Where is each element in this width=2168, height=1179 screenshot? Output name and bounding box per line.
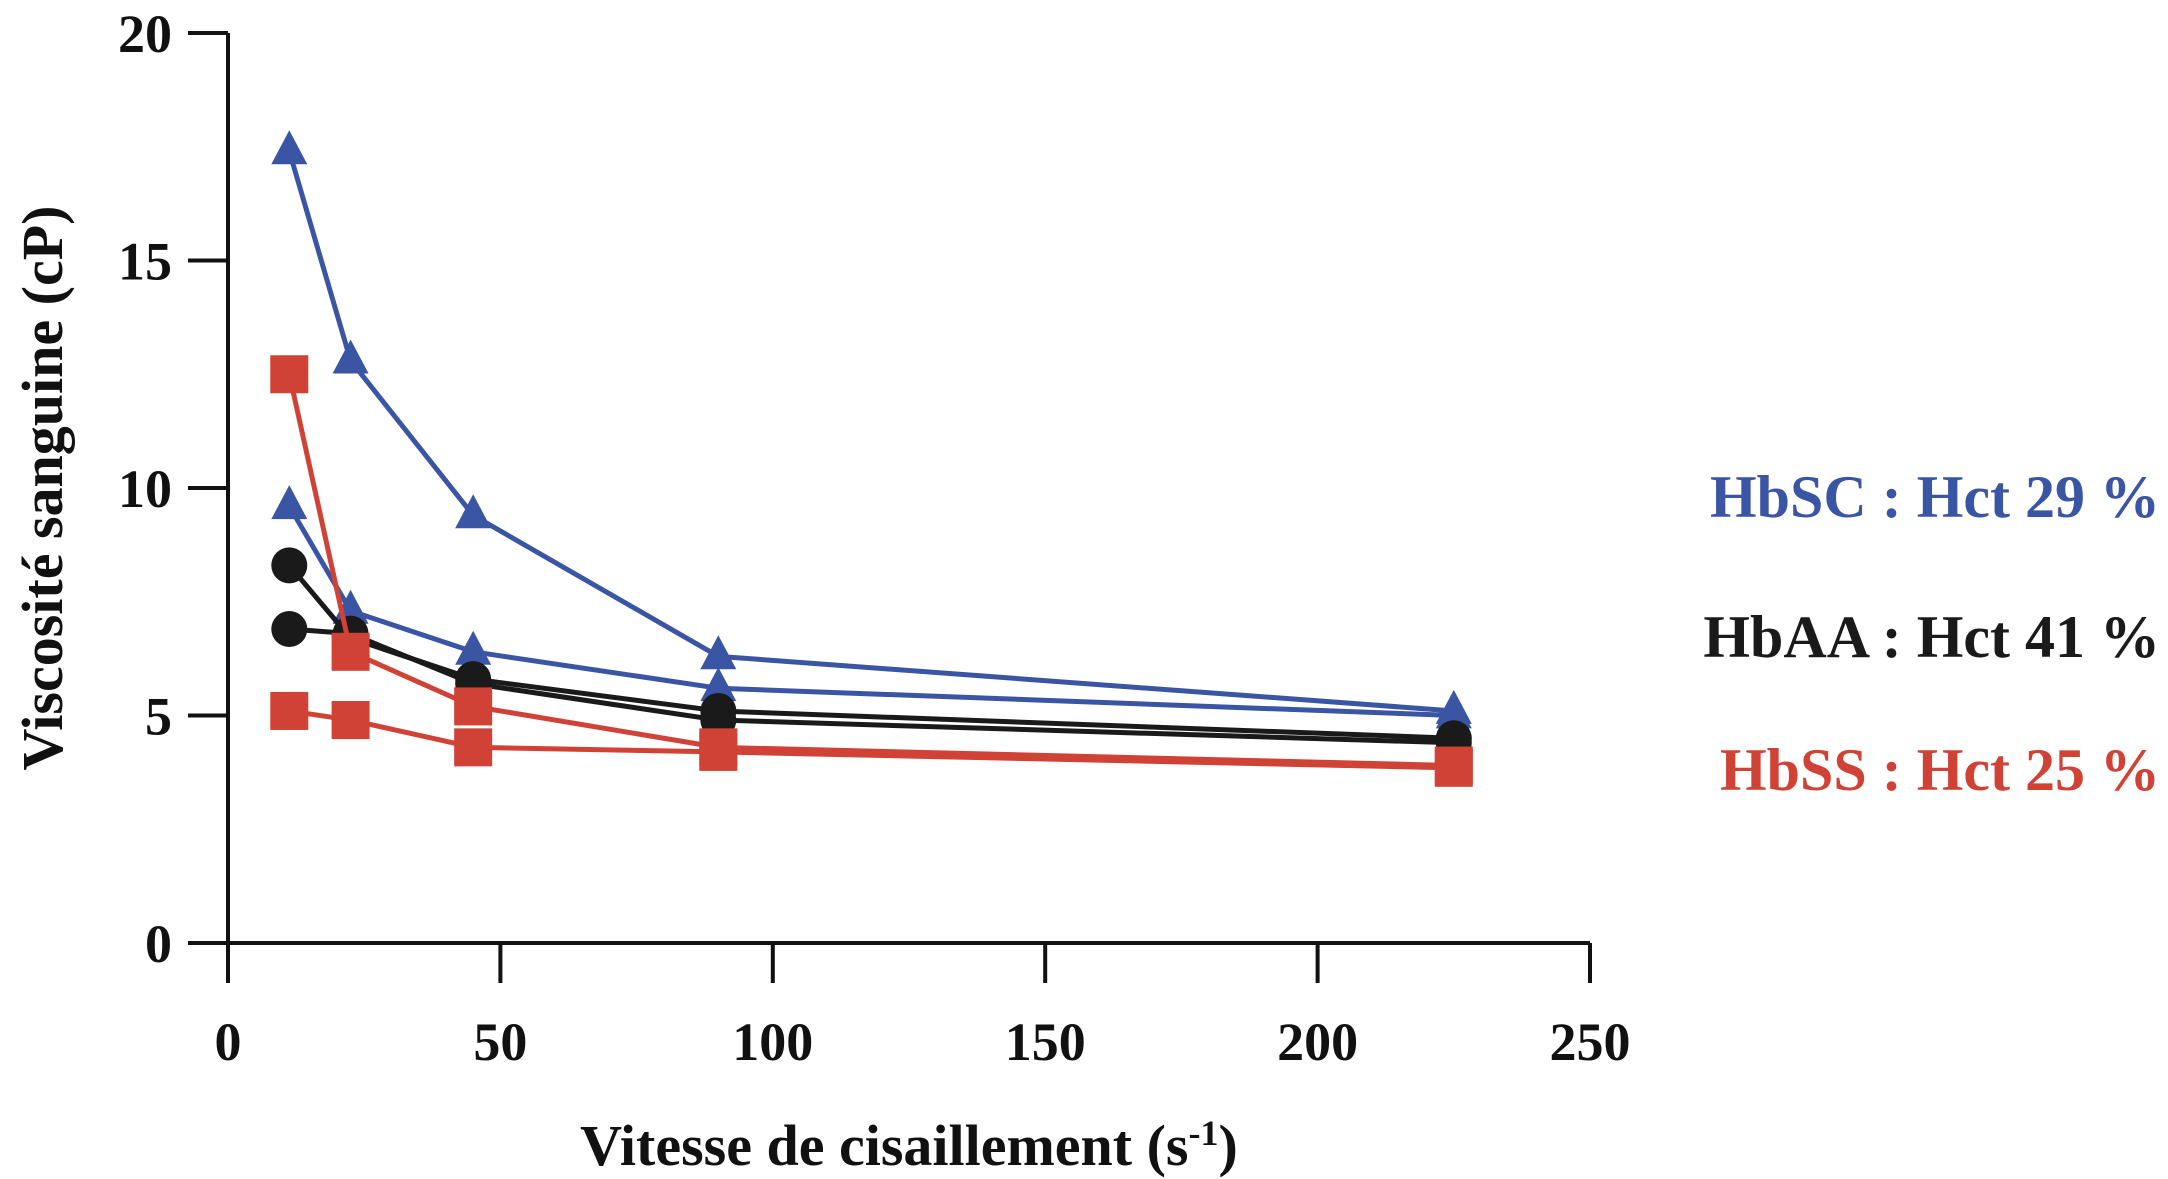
data-point-triangle <box>271 130 308 165</box>
series-line <box>286 150 1454 714</box>
legend-entry: HbAA : Hct 41 % <box>1703 604 2160 670</box>
legend: HbSC : Hct 29 % HbAA : Hct 41 % HbSS : Hct… <box>1703 464 2160 803</box>
y-axis-title: Viscosité sanguine (cP) <box>10 206 75 771</box>
series-1 <box>271 130 1472 724</box>
data-point-triangle <box>332 339 369 374</box>
data-point-triangle <box>700 635 737 670</box>
data-point-square <box>1434 748 1473 787</box>
data-point-circle <box>271 547 308 584</box>
series-layer <box>270 130 1473 787</box>
x-tick-label: 100 <box>732 1012 813 1072</box>
data-point-triangle <box>271 485 308 520</box>
data-point-triangle <box>455 630 492 665</box>
x-tick-label: 150 <box>1005 1012 1086 1072</box>
data-point-square <box>699 732 738 771</box>
series-2 <box>271 485 1472 729</box>
series-4 <box>271 611 1472 761</box>
series-5 <box>270 355 1473 785</box>
data-point-triangle <box>1435 694 1472 729</box>
x-tick-label: 0 <box>215 1012 242 1072</box>
x-tick-label: 50 <box>473 1012 527 1072</box>
axes <box>226 33 1590 945</box>
data-point-square <box>331 632 370 671</box>
y-tick-label: 5 <box>145 687 172 747</box>
data-point-square <box>454 687 493 726</box>
data-point-circle <box>271 611 308 648</box>
legend-entry: HbSS : Hct 25 % <box>1720 737 2160 803</box>
y-axis-ticks: 0 5 10 15 20 <box>118 4 228 974</box>
data-point-triangle <box>700 667 737 702</box>
data-point-square <box>331 701 370 740</box>
y-tick-label: 15 <box>118 232 172 292</box>
x-axis-title: Vitesse de cisaillement (s-1) <box>580 1113 1238 1178</box>
x-tick-label: 250 <box>1550 1012 1631 1072</box>
x-tick-label: 200 <box>1277 1012 1358 1072</box>
legend-entry: HbSC : Hct 29 % <box>1710 464 2160 530</box>
y-tick-label: 10 <box>118 459 172 519</box>
data-point-square <box>454 728 493 767</box>
series-6 <box>270 691 1473 787</box>
data-point-square <box>270 691 309 730</box>
x-axis-ticks: 0 50 100 150 200 250 <box>215 943 1631 1072</box>
y-tick-label: 20 <box>118 4 172 64</box>
y-tick-label: 0 <box>145 914 172 974</box>
data-point-square <box>270 355 309 394</box>
data-point-triangle <box>455 494 492 529</box>
